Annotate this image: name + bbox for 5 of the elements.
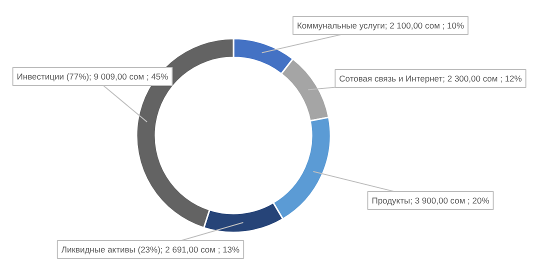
slice-label: Сотовая связь и Интернет; 2 300,00 сом ; 12%: [339, 74, 522, 84]
slice-label: Ликвидные активы (23%); 2 691,00 сом ; 13%: [61, 244, 240, 254]
slice-label: Коммунальные услуги; 2 100,00 сом ; 10%: [296, 20, 464, 30]
slice-label: Продукты; 3 900,00 сом ; 20%: [372, 196, 490, 206]
slice-label: Инвестиции (77%); 9 009,00 сом ; 45%: [16, 72, 169, 82]
